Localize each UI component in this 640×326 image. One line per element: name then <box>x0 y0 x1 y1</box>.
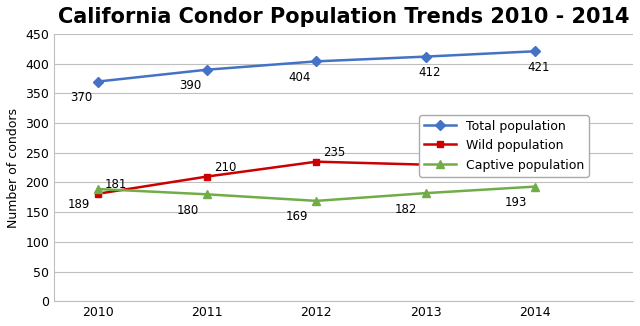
Y-axis label: Number of condors: Number of condors <box>7 108 20 228</box>
Wild population <box>531 164 539 168</box>
Wild population <box>312 160 320 164</box>
Text: 390: 390 <box>179 79 202 92</box>
Text: 412: 412 <box>419 66 441 79</box>
Wild population <box>422 163 429 167</box>
Text: 189: 189 <box>67 199 90 212</box>
Legend: Total population, Wild population, Captive population: Total population, Wild population, Capti… <box>419 115 589 177</box>
Text: 421: 421 <box>528 61 550 74</box>
Text: 230: 230 <box>433 149 455 162</box>
Text: 180: 180 <box>177 204 199 217</box>
Wild population <box>94 192 102 196</box>
Captive population <box>94 187 102 191</box>
Captive population <box>422 191 429 195</box>
Captive population <box>204 192 211 196</box>
Line: Wild population: Wild population <box>95 158 538 197</box>
Text: 210: 210 <box>214 161 236 174</box>
Total population <box>422 55 429 59</box>
Text: 182: 182 <box>395 202 417 215</box>
Text: 181: 181 <box>105 178 127 191</box>
Line: Total population: Total population <box>95 48 538 85</box>
Text: 228: 228 <box>541 150 564 163</box>
Line: Captive population: Captive population <box>93 183 539 205</box>
Text: 404: 404 <box>289 71 311 84</box>
Text: 193: 193 <box>504 196 527 209</box>
Text: 235: 235 <box>323 146 346 159</box>
Total population <box>204 68 211 72</box>
Total population <box>531 49 539 53</box>
Title: California Condor Population Trends 2010 - 2014: California Condor Population Trends 2010… <box>58 7 629 27</box>
Wild population <box>204 175 211 179</box>
Total population <box>312 59 320 63</box>
Text: 370: 370 <box>70 91 92 104</box>
Total population <box>94 80 102 83</box>
Captive population <box>312 199 320 203</box>
Captive population <box>531 185 539 188</box>
Text: 169: 169 <box>286 210 308 223</box>
